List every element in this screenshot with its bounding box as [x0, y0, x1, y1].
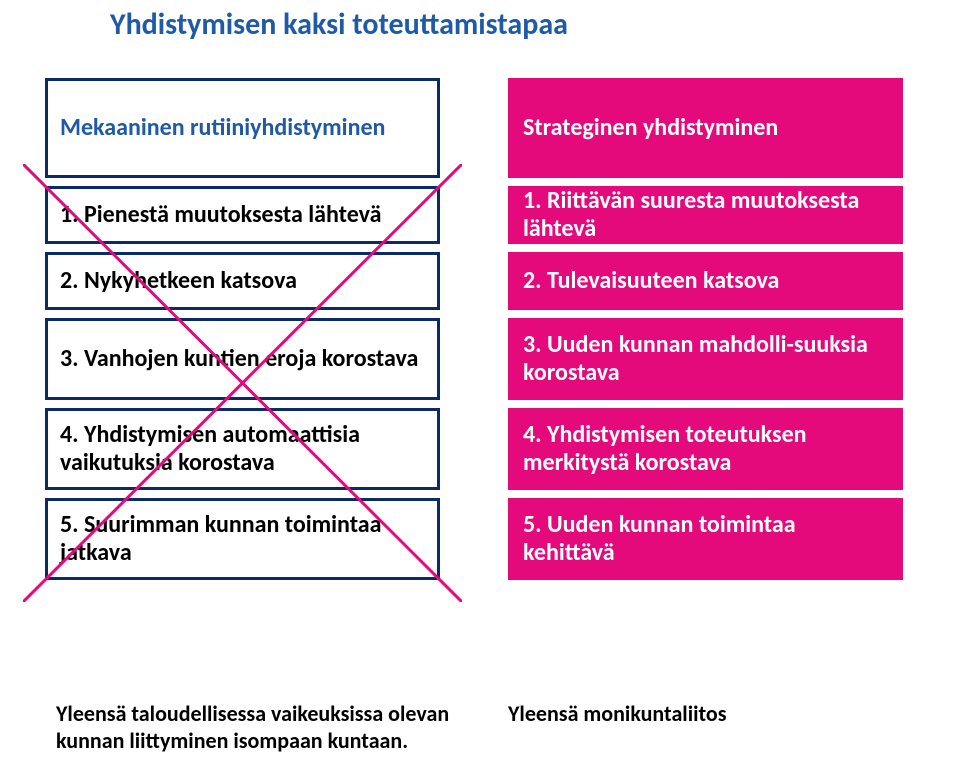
footnote-right: Yleensä monikuntaliitos	[508, 700, 888, 727]
right-item-5: 5. Uuden kunnan toimintaa kehittävä	[508, 498, 903, 580]
right-item-1: 1. Riittävän suuresta muutoksesta lähtev…	[508, 186, 903, 244]
slide-title: Yhdistymisen kaksi toteuttamistapaa	[110, 6, 568, 43]
left-item-2: 2. Nykyhetkeen katsova	[45, 252, 440, 310]
left-header: Mekaaninen rutiiniyhdistyminen	[45, 78, 440, 178]
slide: Yhdistymisen kaksi toteuttamistapaa Meka…	[0, 0, 960, 781]
right-header: Strateginen yhdistyminen	[508, 78, 903, 178]
right-item-4: 4. Yhdistymisen toteutuksen merkitystä k…	[508, 408, 903, 490]
right-item-2: 2. Tulevaisuuteen katsova	[508, 252, 903, 310]
footnote-left: Yleensä taloudellisessa vaikeuksissa ole…	[56, 700, 476, 754]
left-item-4: 4. Yhdistymisen automaattisia vaikutuksi…	[45, 408, 440, 490]
right-item-3: 3. Uuden kunnan mahdolli-suuksia korosta…	[508, 318, 903, 400]
left-item-1: 1. Pienestä muutoksesta lähtevä	[45, 186, 440, 244]
left-item-5: 5. Suurimman kunnan toimintaa jatkava	[45, 498, 440, 580]
left-item-3: 3. Vanhojen kuntien eroja korostava	[45, 318, 440, 400]
